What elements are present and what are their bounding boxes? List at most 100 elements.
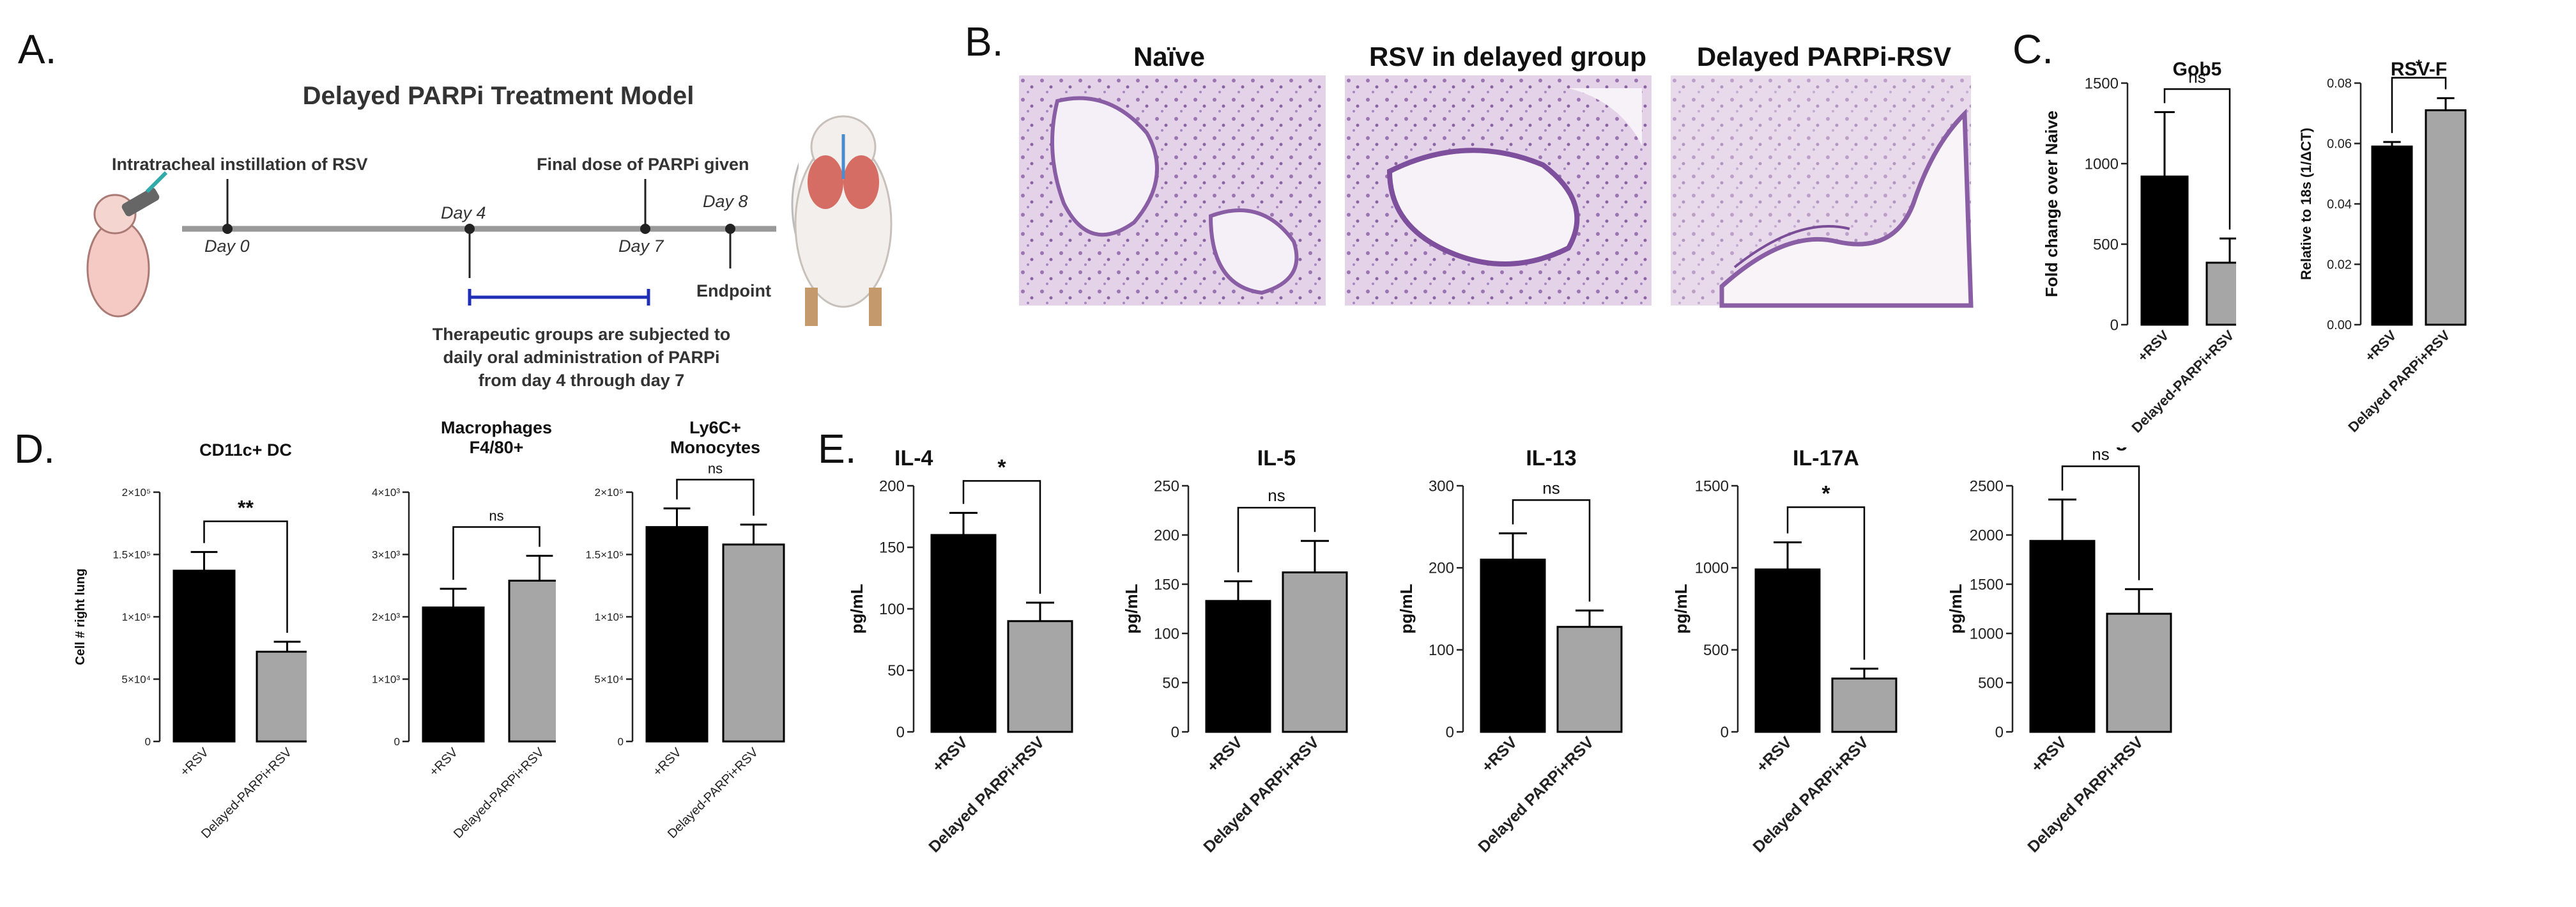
y-tick-label: 250 xyxy=(1154,477,1179,495)
significance-bracket xyxy=(2061,465,2140,580)
bar xyxy=(2140,175,2189,326)
y-tick-label: 1000 xyxy=(1695,560,1729,577)
y-tick-label: 200 xyxy=(1154,527,1179,544)
y-tick-label: 2×10⁵ xyxy=(595,486,624,499)
timeline-marker-day4 xyxy=(464,224,475,234)
y-tick-label: 0 xyxy=(1446,724,1454,741)
chart-title: IFN-g xyxy=(2073,447,2129,451)
chart-title: RSV-F xyxy=(2391,59,2447,80)
bar xyxy=(508,579,556,743)
x-tick-label: +RSV xyxy=(1478,733,1521,776)
x-tick-label: +RSV xyxy=(178,745,211,779)
timeline-instillation-label: Intratracheal instillation of RSV xyxy=(112,155,368,174)
y-tick-label: 300 xyxy=(1429,477,1454,495)
bar xyxy=(256,651,307,743)
bar xyxy=(172,570,236,743)
y-tick-label: 1000 xyxy=(2085,155,2119,173)
y-tick-label: 5×10⁴ xyxy=(594,673,624,685)
significance-bracket xyxy=(1237,506,1316,573)
y-tick-label: 0 xyxy=(1171,724,1179,741)
y-tick-label: 0.08 xyxy=(2327,77,2352,91)
chart-title: Gob5 xyxy=(2173,59,2222,80)
y-tick-label: 2000 xyxy=(1970,527,2004,544)
timeline-day-0: Day 0 xyxy=(204,236,250,256)
y-axis-label: pg/mL xyxy=(850,584,866,633)
x-tick-label: Delayed-PARPi+RSV xyxy=(451,745,548,842)
y-tick-label: 1.5×10⁵ xyxy=(112,548,151,561)
x-tick-label: +RSV xyxy=(2362,327,2400,365)
bar xyxy=(1480,559,1546,733)
timeline-endpoint-label: Endpoint xyxy=(696,281,771,300)
x-tick-label: +RSV xyxy=(1753,733,1796,776)
significance-bracket xyxy=(962,480,1041,594)
y-tick-label: 4×10³ xyxy=(372,486,400,499)
significance-label: ns xyxy=(1542,478,1560,497)
y-tick-label: 1000 xyxy=(1970,625,2004,642)
y-tick-label: 500 xyxy=(2093,236,2119,253)
timeline-marker-day7 xyxy=(640,224,650,234)
bar xyxy=(645,526,709,743)
y-tick-label: 0.00 xyxy=(2327,318,2352,332)
bar xyxy=(722,543,785,743)
y-tick-label: 1500 xyxy=(2085,75,2119,92)
mouse-lungs-icon xyxy=(794,115,893,326)
significance-label: ns xyxy=(2188,67,2205,86)
bar xyxy=(2371,145,2413,326)
bar xyxy=(2425,109,2467,326)
y-tick-label: 0 xyxy=(145,736,151,748)
y-tick-label: 2500 xyxy=(1970,477,2004,495)
y-axis-label: Fold change over Naive xyxy=(2042,111,2061,297)
histology-title-naive: Naïve xyxy=(1133,42,1206,72)
y-tick-label: 3×10³ xyxy=(372,548,400,561)
y-tick-label: 1×10⁵ xyxy=(595,611,624,623)
chart-title: IL-5 xyxy=(1257,447,1296,470)
panel-letter-d: D. xyxy=(14,426,55,472)
y-tick-label: 1500 xyxy=(1695,477,1729,495)
y-tick-label: 0.04 xyxy=(2327,198,2352,212)
y-tick-label: 100 xyxy=(1154,625,1179,642)
significance-label: * xyxy=(2416,58,2423,75)
y-axis-label: pg/mL xyxy=(1122,584,1141,633)
y-tick-label: 1×10³ xyxy=(372,673,400,685)
timeline-marker-day8 xyxy=(725,224,735,234)
significance-label: ** xyxy=(238,497,254,520)
x-tick-label: Delayed PARPi+RSV xyxy=(2345,327,2453,435)
bar xyxy=(1205,600,1271,733)
panel-letter-c: C. xyxy=(2012,26,2053,72)
histology-title-rsv-delayed: RSV in delayed group xyxy=(1368,42,1647,72)
x-tick-label: +RSV xyxy=(2028,733,2071,776)
significance-label: ns xyxy=(1268,486,1285,505)
y-tick-label: 0.02 xyxy=(2327,258,2352,272)
significance-label: * xyxy=(997,455,1006,479)
significance-label: * xyxy=(1821,482,1830,506)
y-tick-label: 0.06 xyxy=(2327,137,2352,151)
y-axis-label: pg/mL xyxy=(1946,584,1965,633)
chart-rsvf: RSV-F 0.00 0.02 0.04 0.06 0.08 Relative to 18s… xyxy=(2298,58,2467,435)
x-tick-label: +RSV xyxy=(1204,733,1246,776)
chart-ifng: IFN-g05001000150020002500pg/mL+RSVDelaye… xyxy=(1946,447,2172,856)
chart-cd11c: CD11c+ DC 0 5×10⁴ 1×10⁵ 1.5×10⁵ 2×10⁵ Cell # r… xyxy=(73,440,307,841)
y-tick-label: 100 xyxy=(1429,642,1454,659)
timeline-day-7: Day 7 xyxy=(618,236,664,256)
timeline-day-8: Day 8 xyxy=(703,192,748,211)
significance-bracket xyxy=(203,520,288,633)
chart-title: IL-4 xyxy=(894,447,933,470)
timeline-marker-day0 xyxy=(222,224,233,234)
y-tick-label: 1500 xyxy=(1970,576,2004,593)
significance-label: ns xyxy=(2092,447,2109,464)
y-tick-label: 0 xyxy=(1721,724,1729,741)
chart-title: CD11c+ DC xyxy=(199,440,292,460)
x-tick-label: +RSV xyxy=(929,733,972,776)
bar xyxy=(2205,261,2236,326)
y-tick-label: 200 xyxy=(1429,560,1454,577)
bar xyxy=(422,606,485,743)
chart-title: Macrophages xyxy=(441,418,552,437)
histology-image-rsv-delayed xyxy=(1345,75,1652,306)
y-tick-label: 150 xyxy=(879,539,905,557)
bar xyxy=(1282,571,1348,733)
chart-title: IL-17A xyxy=(1793,447,1859,470)
y-tick-label: 500 xyxy=(1703,642,1729,659)
